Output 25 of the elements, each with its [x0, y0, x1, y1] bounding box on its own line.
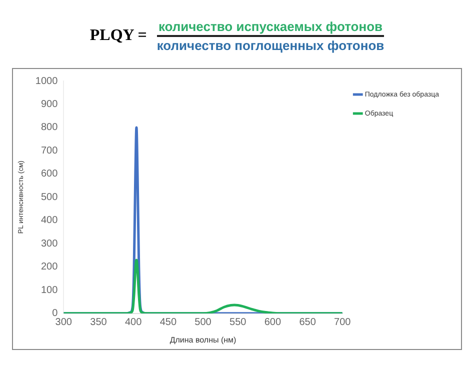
x-axis-title: Длина волны (нм) [170, 335, 237, 344]
x-tick-label: 350 [90, 317, 108, 328]
y-tick-label: 900 [40, 98, 58, 110]
y-tick-label: 800 [40, 122, 58, 134]
x-tick-label: 300 [55, 317, 72, 328]
y-tick-label: 600 [40, 168, 58, 180]
x-tick-label: 400 [124, 317, 142, 328]
y-tick-label: 100 [40, 284, 58, 296]
text: количество поглощенных фотонов [156, 38, 384, 53]
y-tick-label: 500 [40, 192, 58, 203]
y-tick-label: 400 [40, 215, 58, 226]
y-tick-label: 1000 [35, 76, 58, 87]
y-tick-label: 300 [40, 238, 58, 250]
text: количество испускаемых фотонов [158, 19, 383, 34]
x-tick-label: 500 [194, 317, 212, 328]
x-tick-label: 600 [264, 317, 282, 328]
y-tick-label: 200 [40, 262, 58, 273]
line-series [64, 258, 342, 314]
x-tick-label: 550 [230, 317, 247, 328]
y-tick-label: 0 [52, 308, 58, 320]
x-tick-label: 450 [160, 317, 177, 328]
x-tick-label: 700 [334, 317, 352, 328]
x-tick-label: 650 [299, 317, 316, 328]
y-tick-label: 700 [40, 145, 58, 156]
text: PLQY = [90, 27, 147, 45]
